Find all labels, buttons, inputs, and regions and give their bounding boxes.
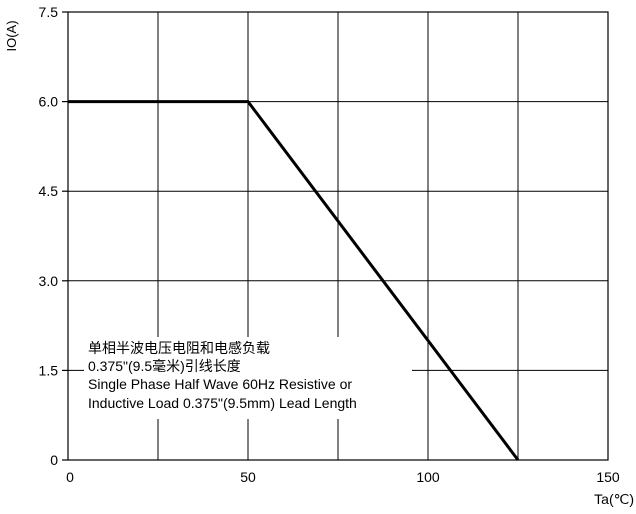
x-tick-label: 150 bbox=[596, 469, 620, 485]
y-tick-label: 1.5 bbox=[39, 362, 59, 378]
y-tick-label: 7.5 bbox=[39, 4, 59, 20]
annotation-line-3: Single Phase Half Wave 60Hz Resistive or bbox=[88, 376, 352, 392]
annotation-line-4: Inductive Load 0.375"(9.5mm) Lead Length bbox=[88, 395, 357, 411]
x-tick-label: 50 bbox=[240, 469, 256, 485]
x-axis-ticks: 0 50 100 150 bbox=[66, 469, 620, 485]
x-tick-label: 0 bbox=[66, 469, 74, 485]
annotation-line-1: 单相半波电压电阻和电感负载 bbox=[88, 340, 270, 356]
y-axis-label: IO(A) bbox=[4, 20, 19, 51]
x-tick-label: 100 bbox=[416, 469, 440, 485]
derating-curve bbox=[68, 100, 520, 461]
series-layer bbox=[68, 100, 520, 461]
annotation-box: 单相半波电压电阻和电感负载 0.375"(9.5毫米)引线长度 Single P… bbox=[84, 337, 412, 419]
annotation-background bbox=[84, 337, 412, 419]
plot-frame bbox=[67, 11, 609, 461]
annotation-line-2: 0.375"(9.5毫米)引线长度 bbox=[88, 358, 241, 374]
y-tick-label: 3.0 bbox=[39, 273, 59, 289]
y-axis-ticks: 0 1.5 3.0 4.5 6.0 7.5 bbox=[39, 4, 68, 468]
y-tick-label: 0 bbox=[50, 452, 58, 468]
x-axis-label: Ta(℃) bbox=[594, 491, 634, 507]
y-tick-label: 6.0 bbox=[39, 94, 59, 110]
y-tick-label: 4.5 bbox=[39, 183, 59, 199]
